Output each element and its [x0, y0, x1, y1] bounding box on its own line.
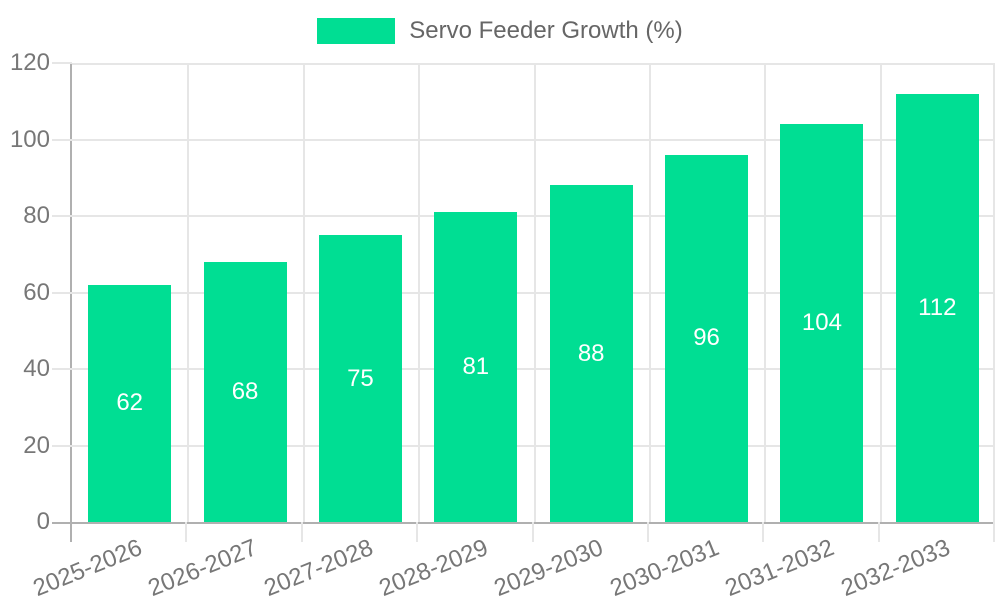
y-axis-tick-label: 100 — [9, 125, 50, 153]
x-axis-tick — [416, 522, 419, 542]
y-axis-tick-label: 120 — [9, 49, 50, 76]
gridline-vertical — [879, 63, 882, 522]
x-axis-tick — [762, 522, 765, 542]
bar[interactable]: 88 — [549, 185, 633, 522]
bar[interactable]: 75 — [318, 235, 402, 522]
bar-value-label: 75 — [347, 364, 374, 392]
bar[interactable]: 68 — [203, 261, 287, 522]
gridline-vertical — [993, 63, 995, 522]
bar-value-label: 68 — [231, 377, 259, 405]
y-axis-tick-label: 60 — [23, 278, 50, 306]
x-axis-tick — [531, 522, 534, 542]
x-axis-tick — [993, 522, 995, 542]
gridline-vertical — [648, 63, 651, 522]
y-axis-tick — [52, 62, 72, 64]
x-axis-tick-label: 2025-2026 — [29, 534, 146, 600]
plot-area: 62 68 75 81 88 96 104 112 — [70, 63, 995, 524]
y-axis-tick — [52, 215, 72, 217]
legend-label: Servo Feeder Growth (%) — [409, 17, 683, 44]
bar[interactable]: 81 — [434, 212, 518, 522]
gridline-vertical — [418, 63, 421, 522]
y-axis-tick-label: 0 — [36, 508, 50, 535]
y-axis-tick — [52, 522, 72, 524]
x-axis-tick — [877, 522, 880, 542]
y-axis-tick-label: 80 — [23, 202, 50, 229]
x-axis-tick — [70, 522, 72, 542]
y-axis-tick — [52, 444, 72, 447]
x-axis-tick — [646, 522, 649, 542]
y-axis-tick — [52, 368, 72, 370]
x-axis-tick-label: 2028-2029 — [375, 534, 492, 600]
bar-value-label: 96 — [693, 324, 720, 352]
bar-value-label: 112 — [918, 293, 957, 321]
x-axis-tick-label: 2027-2028 — [260, 534, 377, 600]
bar[interactable]: 112 — [895, 93, 979, 522]
x-axis-tick — [300, 522, 303, 542]
bar-value-label: 104 — [801, 309, 842, 337]
gridline-vertical — [302, 63, 305, 522]
gridline-vertical — [533, 63, 536, 522]
y-axis-tick-label: 20 — [23, 431, 50, 459]
gridline-vertical — [764, 63, 767, 522]
x-axis-tick-label: 2031-2032 — [721, 534, 839, 600]
x-axis-tick-label: 2032-2033 — [836, 534, 954, 600]
bar-value-label: 81 — [462, 353, 490, 381]
x-axis-tick-label: 2030-2031 — [606, 534, 723, 600]
bar[interactable]: 96 — [665, 154, 749, 522]
legend[interactable]: Servo Feeder Growth (%) — [0, 18, 1000, 44]
bar[interactable]: 62 — [88, 284, 172, 522]
bar-value-label: 88 — [577, 339, 605, 367]
x-axis-tick-label: 2029-2030 — [490, 534, 608, 600]
bar-value-label: 62 — [116, 389, 144, 417]
x-axis-tick — [185, 522, 188, 542]
y-axis-tick — [52, 291, 72, 294]
y-axis-tick — [52, 138, 72, 141]
x-axis-tick-label: 2026-2027 — [144, 534, 262, 600]
y-axis-tick-label: 40 — [23, 355, 50, 382]
legend-swatch-icon — [317, 18, 396, 44]
gridline-vertical — [187, 63, 190, 522]
bar[interactable]: 104 — [780, 124, 864, 522]
